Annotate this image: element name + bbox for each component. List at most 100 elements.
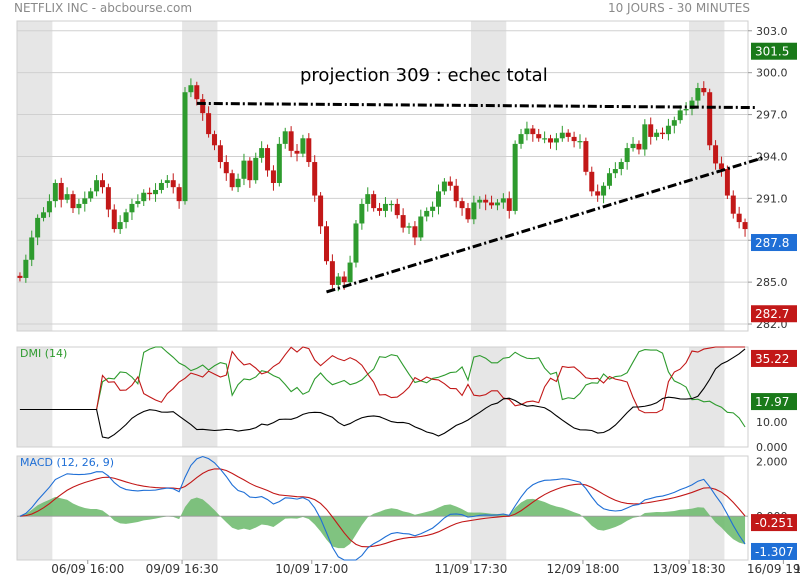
candle-body xyxy=(329,261,335,285)
candle-body xyxy=(99,180,105,188)
dmi-panel-border xyxy=(16,346,749,448)
candle-body xyxy=(300,138,306,154)
candle-body xyxy=(153,189,159,195)
candle-body xyxy=(206,113,212,135)
candle-body xyxy=(436,191,442,207)
dmi-tick-label: 10.00 xyxy=(756,416,788,429)
candle-body xyxy=(211,134,217,146)
candles xyxy=(17,78,748,292)
candle-body xyxy=(88,191,94,199)
candle-body xyxy=(371,194,377,209)
candle-body xyxy=(536,134,542,139)
candle-body xyxy=(105,187,111,210)
candle-body xyxy=(247,160,253,181)
price-badge-label: 282.7 xyxy=(755,307,789,321)
candle-body xyxy=(241,160,247,179)
candle-body xyxy=(129,203,135,213)
candle-body xyxy=(595,191,601,196)
candle-body xyxy=(701,88,707,93)
candle-body xyxy=(335,276,341,285)
candle-body xyxy=(589,171,595,192)
candle-body xyxy=(577,141,583,143)
candle-body xyxy=(382,203,388,211)
candle-body xyxy=(636,143,642,150)
day-band xyxy=(470,347,507,447)
macd-line xyxy=(19,455,746,561)
candle-body xyxy=(388,203,394,206)
candle-body xyxy=(147,192,153,195)
candle-body xyxy=(23,259,29,278)
candle-body xyxy=(524,128,530,135)
dmi-title: DMI (14) xyxy=(20,347,67,360)
candle-body xyxy=(412,226,418,238)
day-band xyxy=(17,347,53,447)
macd-badge xyxy=(751,542,797,560)
candle-body xyxy=(29,237,35,260)
candle-body xyxy=(17,275,23,278)
candle-body xyxy=(583,141,589,172)
candle-body xyxy=(170,180,176,188)
dmi-badge-label: 35.22 xyxy=(755,352,789,366)
candle-body xyxy=(660,132,666,135)
candle-body xyxy=(229,173,235,188)
candle-body xyxy=(141,192,147,202)
candle-body xyxy=(477,199,483,203)
x-tick-label: 11/09 17:30 xyxy=(434,562,507,576)
macd-signal-line xyxy=(19,468,746,548)
candle-body xyxy=(618,162,624,170)
candle-body xyxy=(176,187,182,202)
candle-body xyxy=(601,185,607,196)
candle-body xyxy=(718,163,724,170)
candle-body xyxy=(288,131,294,151)
candle-body xyxy=(465,208,471,220)
candle-body xyxy=(565,132,571,137)
candle-body xyxy=(194,85,200,100)
candle-body xyxy=(483,199,489,203)
candle-body xyxy=(323,226,329,262)
candle-body xyxy=(135,201,141,204)
candle-body xyxy=(253,157,259,181)
candle-body xyxy=(52,182,58,202)
chart-period: 10 JOURS - 30 MINUTES xyxy=(607,1,750,15)
candle-body xyxy=(341,276,347,283)
candle-body xyxy=(441,181,447,192)
day-band xyxy=(17,21,53,331)
candle-body xyxy=(400,215,406,228)
dmi-badge-label: 17.97 xyxy=(755,395,789,409)
candle-body xyxy=(41,212,47,218)
macd-panel-border xyxy=(16,455,749,561)
price-badge xyxy=(751,234,797,252)
macd-tick-label: 2.000 xyxy=(756,455,788,468)
candle-body xyxy=(282,131,288,144)
candle-body xyxy=(418,216,424,238)
macd-title: MACD (12, 26, 9) xyxy=(20,456,114,469)
candle-body xyxy=(82,198,88,204)
candle-body xyxy=(518,134,524,144)
x-tick-label: 13/09 18:30 xyxy=(653,562,726,576)
candle-body xyxy=(276,143,282,183)
candle-body xyxy=(453,185,459,202)
macd-badge-label: -0.251 xyxy=(755,516,794,530)
candle-body xyxy=(612,169,618,174)
candle-body xyxy=(736,213,742,223)
candle-body xyxy=(265,148,271,171)
candle-body xyxy=(713,145,719,164)
candle-body xyxy=(200,99,206,114)
price-badge-label: 301.5 xyxy=(755,45,789,59)
candle-body xyxy=(235,178,241,188)
candle-body xyxy=(689,100,695,109)
candle-body xyxy=(259,148,265,158)
dmi-tick-label: 0.000 xyxy=(756,441,788,454)
price-tick-label: 291.0 xyxy=(756,192,788,205)
day-band xyxy=(470,456,507,560)
day-band xyxy=(689,456,725,560)
candle-body xyxy=(648,124,654,137)
candle-body xyxy=(294,150,300,154)
day-bands xyxy=(17,21,725,560)
x-tick-label: 09/09 16:30 xyxy=(146,562,219,576)
candle-body xyxy=(188,85,194,93)
candle-body xyxy=(512,143,518,211)
candle-body xyxy=(58,182,64,200)
macd-badge-label: -1.307 xyxy=(755,545,794,559)
